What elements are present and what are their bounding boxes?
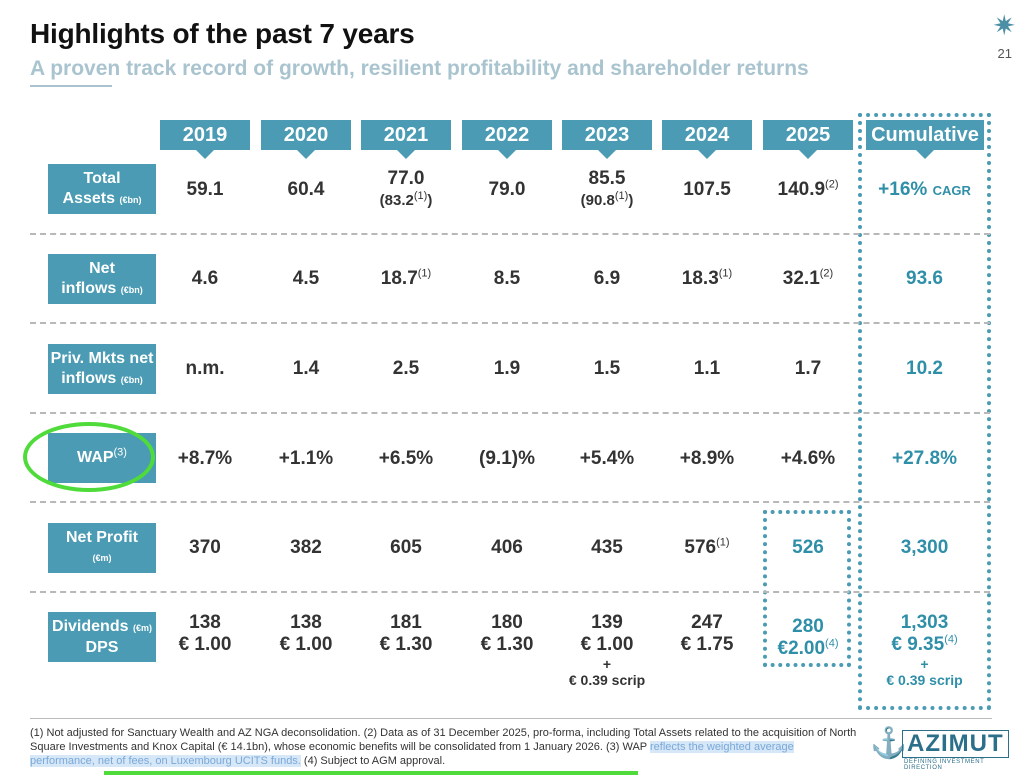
row-label-text: Total (83, 169, 121, 187)
row-label-net-profit: Net Profit (€m) (48, 523, 156, 573)
dividends-2022: 180 € 1.30 (480, 612, 534, 655)
column-header-2023: 2023 (562, 120, 652, 159)
dividends-2024: 247 € 1.75 (680, 612, 734, 655)
total-assets-2022: 79.0 (488, 179, 526, 200)
net-profit-2025-highlight-box (763, 510, 851, 667)
priv-mkts-2020: 1.4 (292, 358, 320, 379)
priv-mkts-cumulative: 10.2 (906, 358, 943, 379)
priv-mkts-2021: 2.5 (392, 358, 420, 379)
net-inflows-cumulative: 93.6 (906, 268, 943, 289)
dividends-2025: 280 €2.00(4) (777, 616, 839, 659)
dividends-2021: 181 € 1.30 (379, 612, 433, 655)
priv-mkts-2024: 1.1 (693, 358, 721, 379)
cumulative-highlight-box (858, 113, 991, 710)
net-inflows-2023: 6.9 (593, 268, 621, 289)
priv-mkts-2019: n.m. (185, 358, 225, 379)
column-header-cumulative: Cumulative (866, 120, 984, 159)
wap-2021: +6.5% (378, 448, 434, 469)
page-number: 21 (997, 46, 1012, 61)
row-divider (30, 591, 990, 593)
net-profit-2024: 576(1) (684, 536, 730, 558)
column-header-2022: 2022 (462, 120, 552, 159)
column-header-2020: 2020 (261, 120, 351, 159)
priv-mkts-2025: 1.7 (794, 358, 822, 379)
net-profit-2025: 526 (792, 537, 824, 558)
total-assets-2020: 60.4 (287, 179, 325, 200)
row-label-dividends-dps: Dividends (€m) DPS (48, 612, 156, 662)
net-inflows-2022: 8.5 (493, 268, 521, 289)
row-divider (30, 501, 990, 503)
column-header-2019: 2019 (160, 120, 250, 159)
subtitle-underline (30, 85, 112, 87)
total-assets-2023: 85.5 (90.8(1)) (580, 168, 634, 209)
net-inflows-2024: 18.3(1) (681, 267, 733, 289)
net-profit-cumulative: 3,300 (900, 537, 949, 558)
total-assets-2025: 140.9(2) (777, 178, 839, 200)
column-header-2025: 2025 (763, 120, 853, 159)
column-header-2024: 2024 (662, 120, 752, 159)
column-header-2021: 2021 (361, 120, 451, 159)
total-assets-2024: 107.5 (683, 179, 731, 200)
star-icon: ✷ (992, 10, 1016, 41)
row-divider (30, 322, 990, 324)
row-label-text-2: Assets (€bn) (62, 189, 142, 207)
wap-2022: (9.1)% (479, 448, 535, 469)
total-assets-2019: 59.1 (186, 179, 224, 200)
wap-2025: +4.6% (780, 448, 836, 469)
net-profit-2023: 435 (591, 537, 623, 558)
total-assets-2021: 77.0 (83.2(1)) (379, 168, 433, 209)
row-divider (30, 233, 990, 235)
row-divider (30, 412, 990, 414)
row-label-total-assets: Total Assets (€bn) (48, 164, 156, 214)
logo-name: AZIMUT (902, 730, 1009, 758)
green-underline (104, 771, 638, 775)
net-profit-2019: 370 (189, 537, 221, 558)
logo-tagline: DEFINING INVESTMENT DIRECTION (904, 759, 985, 771)
wap-2019: +8.7% (177, 448, 233, 469)
total-assets-cumulative: +16% CAGR (878, 179, 971, 200)
priv-mkts-2023: 1.5 (593, 358, 621, 379)
azimut-logo: ⚓ AZIMUT DEFINING INVESTMENT DIRECTION (868, 727, 1018, 771)
net-profit-2022: 406 (491, 537, 523, 558)
row-label-priv-mkts-net-inflows: Priv. Mkts net inflows (€bn) (48, 344, 156, 394)
priv-mkts-2022: 1.9 (493, 358, 521, 379)
wap-highlight-circle (23, 422, 155, 492)
row-label-net-inflows: Net inflows (€bn) (48, 254, 156, 304)
net-profit-2020: 382 (290, 537, 322, 558)
wap-2024: +8.9% (679, 448, 735, 469)
net-inflows-2025: 32.1(2) (782, 267, 834, 289)
dividends-cumulative: 1,303 € 9.35(4) + € 0.39 scrip (886, 612, 963, 688)
dividends-2020: 138 € 1.00 (279, 612, 333, 655)
wap-2023: +5.4% (579, 448, 635, 469)
net-profit-2021: 605 (390, 537, 422, 558)
net-inflows-2020: 4.5 (292, 268, 320, 289)
net-inflows-2021: 18.7(1) (380, 267, 432, 289)
wap-2020: +1.1% (278, 448, 334, 469)
anchor-icon: ⚓ (870, 727, 908, 760)
footnotes: (1) Not adjusted for Sanctuary Wealth an… (30, 727, 857, 767)
net-inflows-2019: 4.6 (191, 268, 219, 289)
dividends-2023: 139 € 1.00 + € 0.39 scrip (568, 612, 646, 688)
page-subtitle: A proven track record of growth, resilie… (30, 57, 809, 80)
wap-cumulative: +27.8% (892, 448, 957, 469)
footer-divider (30, 718, 992, 719)
page-title: Highlights of the past 7 years (30, 18, 415, 49)
dividends-2019: 138 € 1.00 (178, 612, 232, 655)
